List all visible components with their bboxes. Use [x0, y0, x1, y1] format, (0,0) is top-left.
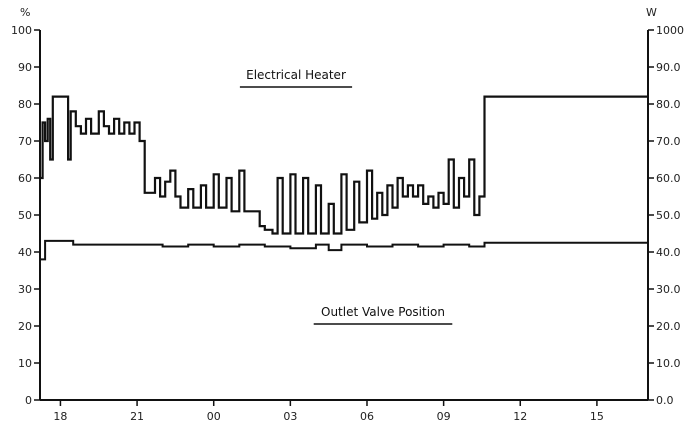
y-left-tick-label: 80 — [18, 98, 32, 111]
y-right-tick-label: 70.0 — [656, 135, 681, 148]
x-tick-label: 18 — [53, 410, 67, 423]
x-tick-label: 06 — [360, 410, 374, 423]
y-left-tick-label: 60 — [18, 172, 32, 185]
y-left-tick-label: 20 — [18, 320, 32, 333]
annotation-outlet-valve-position: Outlet Valve Position — [321, 305, 445, 319]
annotation-electrical-heater: Electrical Heater — [246, 68, 346, 82]
y-left-tick-label: 100 — [11, 24, 32, 37]
series-line-electrical-heater — [40, 95, 648, 235]
y-left-tick-label: 0 — [25, 394, 32, 407]
x-tick-label: 15 — [590, 410, 604, 423]
y-right-unit: W — [646, 6, 657, 19]
x-tick-label: 12 — [513, 410, 527, 423]
y-right-tick-label: 40.0 — [656, 246, 681, 259]
y-right-tick-label: 60.0 — [656, 172, 681, 185]
x-tick-label: 21 — [130, 410, 144, 423]
annotations: Electrical Heater Outlet Valve Position — [239, 68, 453, 325]
axes: % W — [20, 6, 657, 401]
y-right-tick-label: 50.0 — [656, 209, 681, 222]
series — [40, 95, 648, 261]
y-left-tick-label: 40 — [18, 246, 32, 259]
y-left-tick-label: 10 — [18, 357, 32, 370]
y-left-unit: % — [20, 6, 30, 19]
y-right-tick-label: 20.0 — [656, 320, 681, 333]
y-right-tick-label: 1000 — [656, 24, 684, 37]
series-line-outlet-valve-position — [40, 239, 648, 261]
y-left-tick-label: 50 — [18, 209, 32, 222]
ticks: 1009080706050403020100100090.080.070.060… — [11, 24, 684, 423]
y-right-tick-label: 30.0 — [656, 283, 681, 296]
y-right-tick-label: 0.0 — [656, 394, 674, 407]
y-right-tick-label: 10.0 — [656, 357, 681, 370]
y-right-tick-label: 80.0 — [656, 98, 681, 111]
y-left-tick-label: 90 — [18, 61, 32, 74]
x-tick-label: 00 — [207, 410, 221, 423]
y-left-tick-label: 30 — [18, 283, 32, 296]
x-tick-label: 09 — [437, 410, 451, 423]
y-right-tick-label: 90.0 — [656, 61, 681, 74]
x-tick-label: 03 — [283, 410, 297, 423]
y-left-tick-label: 70 — [18, 135, 32, 148]
